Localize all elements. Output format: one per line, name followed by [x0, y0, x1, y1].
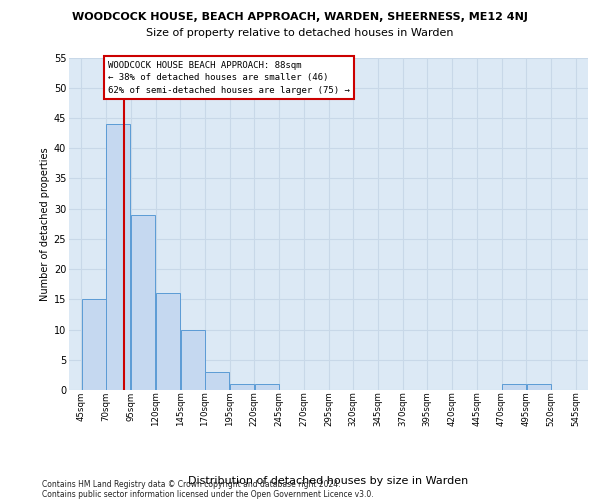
- Text: Contains public sector information licensed under the Open Government Licence v3: Contains public sector information licen…: [42, 490, 374, 499]
- Bar: [106, 124, 130, 390]
- Bar: [205, 372, 229, 390]
- Bar: [255, 384, 278, 390]
- Bar: [527, 384, 551, 390]
- Bar: [230, 384, 254, 390]
- Text: Contains HM Land Registry data © Crown copyright and database right 2024.: Contains HM Land Registry data © Crown c…: [42, 480, 341, 489]
- Bar: [181, 330, 205, 390]
- Bar: [156, 294, 180, 390]
- Text: WOODCOCK HOUSE, BEACH APPROACH, WARDEN, SHEERNESS, ME12 4NJ: WOODCOCK HOUSE, BEACH APPROACH, WARDEN, …: [72, 12, 528, 22]
- Text: WOODCOCK HOUSE BEACH APPROACH: 88sqm
← 38% of detached houses are smaller (46)
6: WOODCOCK HOUSE BEACH APPROACH: 88sqm ← 3…: [108, 60, 350, 94]
- Y-axis label: Number of detached properties: Number of detached properties: [40, 147, 50, 300]
- Bar: [131, 214, 155, 390]
- Text: Size of property relative to detached houses in Warden: Size of property relative to detached ho…: [146, 28, 454, 38]
- Bar: [502, 384, 526, 390]
- X-axis label: Distribution of detached houses by size in Warden: Distribution of detached houses by size …: [188, 476, 469, 486]
- Bar: [82, 300, 106, 390]
